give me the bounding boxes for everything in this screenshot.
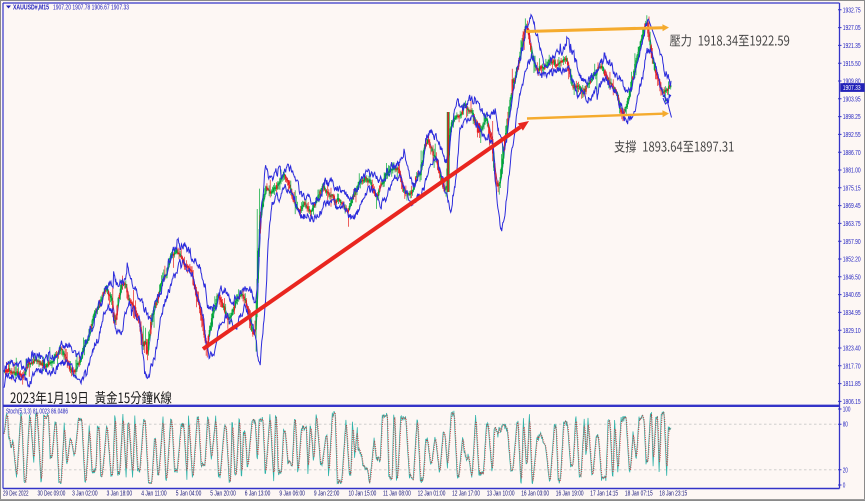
svg-text:29 Dec 2022: 29 Dec 2022 xyxy=(3,491,29,498)
svg-text:16 Jan 03:00: 16 Jan 03:00 xyxy=(521,491,549,498)
svg-text:9 Jan 22:00: 9 Jan 22:00 xyxy=(314,491,340,498)
svg-text:11 Jan 08:00: 11 Jan 08:00 xyxy=(383,491,411,498)
svg-text:16 Jan 19:00: 16 Jan 19:00 xyxy=(556,491,584,498)
svg-text:12 Jan 01:00: 12 Jan 01:00 xyxy=(418,491,446,498)
svg-text:1898.25: 1898.25 xyxy=(843,114,861,121)
svg-text:1806.15: 1806.15 xyxy=(843,399,861,406)
svg-text:1903.95: 1903.95 xyxy=(843,96,861,103)
svg-text:1840.65: 1840.65 xyxy=(843,292,861,299)
svg-text:3 Jan 18:00: 3 Jan 18:00 xyxy=(107,491,133,498)
svg-text:1823.40: 1823.40 xyxy=(843,346,861,353)
svg-text:5 Jan 04:00: 5 Jan 04:00 xyxy=(176,491,202,498)
svg-text:1886.70: 1886.70 xyxy=(843,150,861,157)
svg-text:80: 80 xyxy=(843,422,848,429)
svg-text:100: 100 xyxy=(843,407,851,414)
svg-text:1817.70: 1817.70 xyxy=(843,363,861,370)
svg-text:18 Jan 07:15: 18 Jan 07:15 xyxy=(625,491,653,498)
svg-text:12 Jan 17:00: 12 Jan 17:00 xyxy=(452,491,480,498)
svg-text:1921.35: 1921.35 xyxy=(843,43,861,50)
svg-text:1846.50: 1846.50 xyxy=(843,274,861,281)
svg-text:1869.45: 1869.45 xyxy=(843,203,861,210)
svg-text:1909.80: 1909.80 xyxy=(843,79,861,86)
svg-text:20: 20 xyxy=(843,467,848,474)
svg-text:1857.90: 1857.90 xyxy=(843,239,861,246)
svg-text:6 Jan 13:00: 6 Jan 13:00 xyxy=(245,491,271,498)
svg-text:1852.20: 1852.20 xyxy=(843,257,861,264)
svg-text:Stoch(5,3,3) 81.0023 86.0486: Stoch(5,3,3) 81.0023 86.0486 xyxy=(6,408,68,415)
svg-text:30 Dec 09:00: 30 Dec 09:00 xyxy=(38,491,66,498)
svg-text:1875.15: 1875.15 xyxy=(843,185,861,192)
svg-text:1881.00: 1881.00 xyxy=(843,168,861,175)
svg-text:18 Jan 23:15: 18 Jan 23:15 xyxy=(659,491,687,498)
svg-text:1811.85: 1811.85 xyxy=(843,381,861,388)
svg-text:4 Jan 11:00: 4 Jan 11:00 xyxy=(141,491,167,498)
svg-text:9 Jan 06:00: 9 Jan 06:00 xyxy=(279,491,305,498)
svg-text:1834.95: 1834.95 xyxy=(843,310,861,317)
svg-text:5 Jan 20:00: 5 Jan 20:00 xyxy=(210,491,236,498)
svg-text:1863.75: 1863.75 xyxy=(843,221,861,228)
svg-text:10 Jan 15:00: 10 Jan 15:00 xyxy=(349,491,377,498)
svg-text:3 Jan 02:00: 3 Jan 02:00 xyxy=(72,491,98,498)
svg-text:XAUUSD#,M15: XAUUSD#,M15 xyxy=(13,4,49,11)
svg-text:1932.75: 1932.75 xyxy=(843,7,861,14)
svg-text:1915.50: 1915.50 xyxy=(843,61,861,68)
svg-text:1907.20 1907.78 1906.67 1907.3: 1907.20 1907.78 1906.67 1907.33 xyxy=(53,4,129,11)
svg-text:1907.33: 1907.33 xyxy=(843,85,861,92)
svg-text:1892.55: 1892.55 xyxy=(843,132,861,139)
svg-text:13 Jan 10:00: 13 Jan 10:00 xyxy=(487,491,515,498)
svg-text:0: 0 xyxy=(843,483,846,490)
svg-text:1829.10: 1829.10 xyxy=(843,328,861,335)
svg-text:1927.05: 1927.05 xyxy=(843,25,861,32)
svg-text:17 Jan 14:15: 17 Jan 14:15 xyxy=(590,491,618,498)
